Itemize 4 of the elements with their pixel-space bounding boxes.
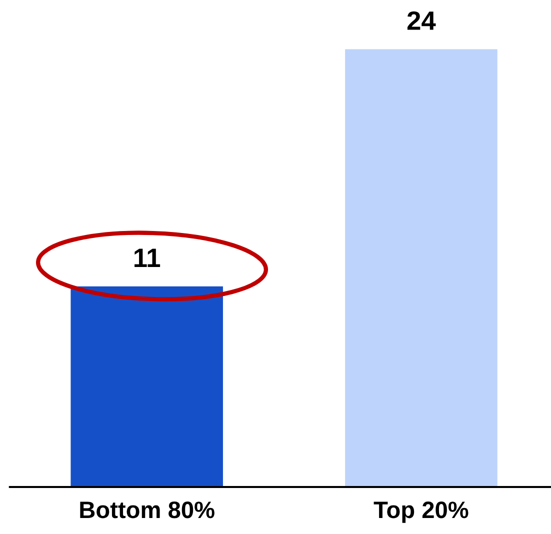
- x-tick-label: Bottom 80%: [80, 502, 214, 518]
- data-label: 11: [134, 248, 160, 267]
- x-tick-label: Top 20%: [374, 502, 468, 523]
- data-label: 24: [407, 11, 436, 30]
